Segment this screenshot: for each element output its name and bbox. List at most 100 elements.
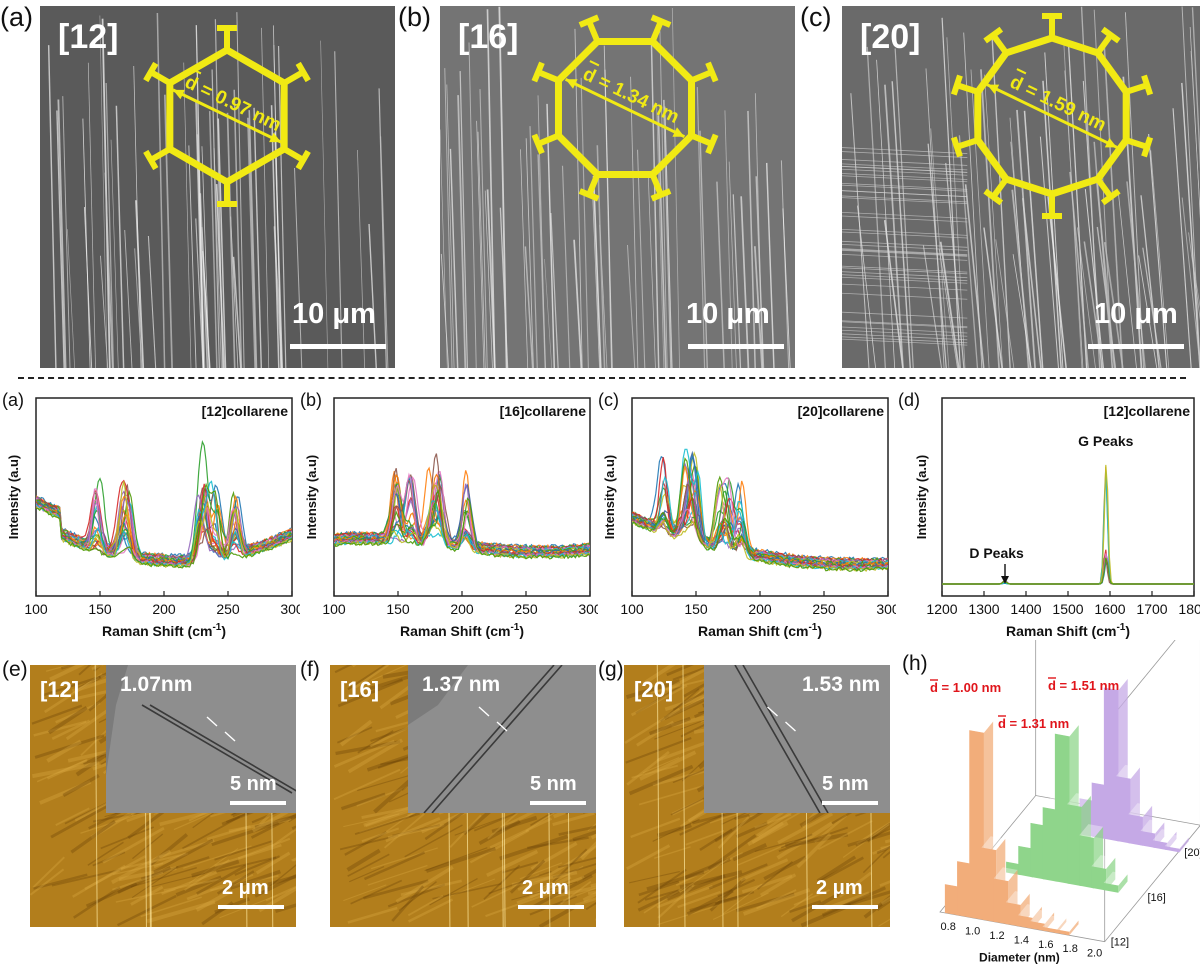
afm-grain [254, 873, 296, 898]
afm-grain [350, 879, 403, 905]
afm-image-16: [16] 1.37 nm 5 nm 2 μm [330, 665, 596, 927]
ring-spoke [955, 137, 979, 150]
spectrum-line [334, 489, 590, 560]
afm-grain [432, 883, 502, 900]
raman-a-label: (a) [2, 390, 24, 410]
nanotube-line [1080, 6, 1101, 368]
y-axis-label: Intensity (a.u) [914, 455, 929, 540]
spectrum-line [942, 466, 1194, 585]
nanotube-line [995, 239, 1015, 368]
afm-grain [115, 888, 176, 903]
afm-grain [626, 844, 671, 871]
afm-grain [267, 874, 296, 887]
nanotube-line [1124, 12, 1144, 368]
afm-grain [777, 812, 834, 845]
afm-grain [625, 679, 681, 699]
afm-grain [407, 894, 444, 917]
histo-bar [1103, 882, 1119, 893]
ring-spoke-cap [1141, 74, 1154, 96]
tem-arrow [785, 721, 796, 732]
nanotube-line [842, 248, 968, 256]
histo-bar-side [1179, 837, 1189, 853]
ring-spoke [586, 173, 601, 196]
diameter-label: d = 1.34 nm [579, 64, 682, 128]
nanotube-line [147, 235, 157, 368]
afm-grain [539, 865, 584, 890]
afm-grain [741, 874, 793, 894]
nanotube-line [188, 145, 197, 368]
afm-grain [737, 840, 795, 866]
afm-grain [817, 820, 873, 851]
afm-grain [184, 859, 230, 891]
afm-grain [102, 826, 165, 864]
scale-bar [1088, 344, 1184, 349]
afm-grain [407, 898, 454, 923]
nanotube-line [964, 184, 985, 368]
nanotube-line [104, 172, 114, 368]
nanotube-line [1118, 192, 1137, 368]
arrow-head [672, 127, 685, 137]
nanotube-line [659, 31, 668, 368]
x-tick-label: 1700 [1136, 601, 1167, 617]
histo-bar-top [1005, 891, 1030, 905]
tube-wall [149, 704, 296, 792]
nanotube-line [1042, 80, 1062, 368]
histo-bar [981, 847, 997, 923]
molecule-ring-icon: d = 1.59 nm [950, 13, 1154, 219]
afm-grain [525, 809, 559, 832]
afm-grain [759, 873, 797, 897]
mean-bar [191, 68, 202, 75]
tube-wall [423, 665, 555, 813]
nanotube-line [277, 46, 287, 368]
plot-frame [333, 397, 591, 597]
afm-grain [33, 873, 88, 890]
afm-grain [529, 875, 572, 899]
nanotube-line [842, 265, 968, 273]
afm-grain [351, 665, 357, 668]
nanotube-line [163, 94, 173, 368]
histo-bar-top [1128, 803, 1153, 817]
tem-inset: 1.37 nm 5 nm [408, 665, 596, 813]
afm-grain [340, 792, 386, 811]
nanotube-line [591, 183, 600, 368]
afm-grain [454, 817, 504, 836]
tube-wall [742, 665, 829, 813]
nanotube-line [261, 27, 270, 368]
nanotube-line [380, 136, 389, 368]
nanotube-line [124, 230, 133, 368]
nanotube-line [444, 68, 453, 368]
afm-grain [100, 826, 154, 850]
afm-grain [337, 678, 404, 708]
ring-spoke [955, 82, 979, 95]
chart-title: [16]collarene [500, 403, 587, 419]
x-tick-label: 200 [152, 601, 176, 617]
nanotube-line [842, 267, 968, 275]
spectrum-line [36, 482, 292, 569]
nanotube-line [656, 103, 665, 368]
nanotube-line [842, 329, 968, 337]
histo-bar-top [1054, 722, 1079, 737]
x-tick-label: 100 [24, 601, 48, 617]
afm-grain [735, 892, 795, 913]
afm-grain [552, 810, 596, 827]
nanotube-line [1039, 136, 1060, 368]
afm-grain [93, 665, 103, 672]
nanotube-line [842, 190, 968, 198]
afm-grain [643, 885, 687, 914]
nanotube-line [883, 220, 904, 368]
afm-grain [70, 819, 116, 854]
spectra-group [632, 448, 888, 573]
histo-bar-side [1069, 920, 1079, 936]
afm-grain [343, 813, 400, 828]
spectrum-line [942, 561, 1194, 585]
afm-grain [679, 858, 729, 893]
tem-inset: 1.07nm 5 nm [106, 665, 296, 813]
histo-bar [993, 878, 1009, 925]
x-tick-label: 300 [578, 601, 598, 617]
sem-image-20: [20] d = 1.59 nm 10 μm [842, 6, 1200, 368]
nanotube-line [650, 42, 660, 368]
afm-grain [55, 701, 101, 724]
nanotube-line [925, 68, 945, 368]
x-tick-label: 1.0 [965, 926, 980, 938]
afm-grain [55, 807, 90, 826]
